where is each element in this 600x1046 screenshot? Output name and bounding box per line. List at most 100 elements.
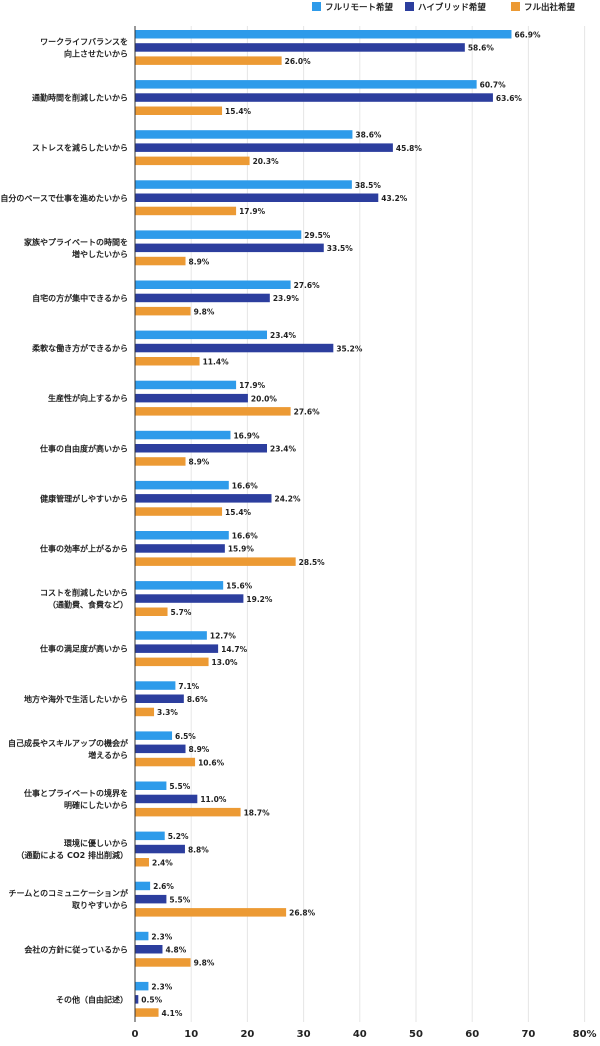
data-label: 17.9%: [239, 381, 266, 390]
legend-swatch: [511, 2, 520, 11]
data-label: 58.6%: [468, 44, 495, 53]
data-label: 14.7%: [221, 645, 248, 654]
bar: [135, 781, 167, 790]
bars: [135, 30, 512, 1017]
data-label: 18.7%: [244, 808, 271, 817]
bar: [135, 757, 196, 767]
labels: 0 10 20 30 40 50 60 70 80% 66.9% 58.6% 26.0% ワークライフバ…: [0, 31, 596, 1041]
data-label: 12.7%: [210, 632, 237, 641]
data-label: 2.4%: [152, 859, 173, 868]
category-label: 会社の方針に従っているから: [24, 944, 128, 954]
category-label: 環境に優しいから: [64, 838, 128, 848]
x-tick-label: 60: [465, 1029, 479, 1040]
category-label: チームとのコミュニケーションが: [8, 888, 129, 898]
data-label: 29.5%: [304, 231, 331, 240]
data-label: 5.7%: [171, 608, 192, 617]
data-label: 23.4%: [270, 445, 297, 454]
data-label: 2.6%: [153, 882, 174, 891]
data-label: 9.8%: [194, 307, 215, 316]
data-label: 27.6%: [294, 281, 321, 290]
category-label: ワークライフバランスを: [40, 36, 128, 46]
bar: [135, 995, 139, 1004]
data-label: 13.0%: [212, 658, 239, 667]
bar: [135, 56, 282, 65]
x-tick-label: 0: [132, 1029, 139, 1040]
bar: [135, 430, 231, 440]
bar: [135, 43, 465, 52]
bar: [135, 894, 167, 904]
data-label: 66.9%: [514, 31, 541, 40]
bar: [135, 831, 165, 841]
bar: [135, 407, 291, 416]
bar: [135, 380, 237, 390]
bar: [135, 731, 173, 740]
bar: [135, 243, 324, 253]
bar: [135, 681, 176, 690]
bar: [135, 280, 291, 289]
data-label: 23.9%: [273, 294, 300, 303]
data-label: 11.0%: [200, 795, 227, 804]
bar: [135, 594, 244, 603]
data-label: 16.9%: [233, 431, 260, 440]
category-label: 柔軟な働き方ができるから: [31, 343, 128, 353]
data-label: 0.5%: [141, 996, 162, 1005]
category-label: ストレスを減らしたいから: [32, 143, 128, 153]
category-label: 自宅の方が集中できるから: [32, 293, 128, 303]
bar: [135, 507, 223, 516]
bar: [135, 881, 151, 891]
data-label: 10.6%: [198, 758, 225, 767]
category-label: 増やしたいから: [72, 249, 128, 259]
bar: [135, 557, 296, 566]
bar: [135, 230, 302, 239]
legend-label: フル出社希望: [524, 2, 576, 13]
data-label: 63.6%: [496, 94, 523, 103]
bar: [135, 193, 379, 202]
bar: [135, 694, 184, 703]
data-label: 5.5%: [169, 782, 190, 791]
category-label: 地方や海外で生活したいから: [24, 694, 128, 704]
category-label: 明確にしたいから: [64, 800, 128, 810]
category-label: 増えるから: [88, 750, 128, 760]
data-label: 27.6%: [294, 408, 321, 417]
category-label: 自己成長やスキルアップの機会が: [8, 738, 129, 748]
data-label: 2.3%: [151, 982, 172, 991]
data-label: 6.5%: [175, 732, 196, 741]
data-label: 43.2%: [381, 194, 408, 203]
data-label: 28.5%: [299, 558, 326, 567]
bar: [135, 931, 149, 941]
bar: [135, 531, 229, 540]
x-tick-label: 40: [353, 1029, 367, 1040]
bar: [135, 581, 224, 590]
data-label: 45.8%: [396, 144, 423, 153]
data-label: 38.5%: [355, 181, 382, 190]
data-label: 8.6%: [187, 695, 208, 704]
bar: [135, 343, 334, 353]
data-label: 15.4%: [225, 508, 252, 517]
data-label: 15.9%: [228, 545, 255, 554]
data-label: 17.9%: [239, 207, 266, 216]
bar: [135, 945, 163, 954]
bar: [135, 393, 248, 403]
category-label: 向上させたいから: [64, 48, 128, 58]
bar: [135, 30, 512, 39]
category-label: コストを削減したいから: [40, 588, 128, 598]
x-tick-label: 20: [240, 1029, 254, 1040]
x-tick-label: 10: [184, 1029, 198, 1040]
bar: [135, 644, 219, 653]
bar: [135, 256, 186, 266]
data-label: 4.1%: [162, 1009, 183, 1018]
bar: [135, 306, 191, 316]
bar: [135, 106, 223, 115]
bar: [135, 494, 272, 503]
data-label: 8.9%: [189, 458, 210, 467]
data-label: 15.6%: [226, 582, 253, 591]
data-label: 20.3%: [253, 157, 280, 166]
category-label: 自分のペースで仕事を進めたいから: [0, 193, 128, 203]
category-label: 仕事の満足度が高いから: [39, 644, 128, 654]
bar: [135, 206, 237, 216]
x-tick-label: 30: [297, 1029, 311, 1040]
data-label: 33.5%: [327, 244, 354, 253]
bar: [135, 707, 155, 717]
data-label: 24.2%: [275, 495, 302, 504]
legend-label: フルリモート希望: [325, 2, 394, 13]
